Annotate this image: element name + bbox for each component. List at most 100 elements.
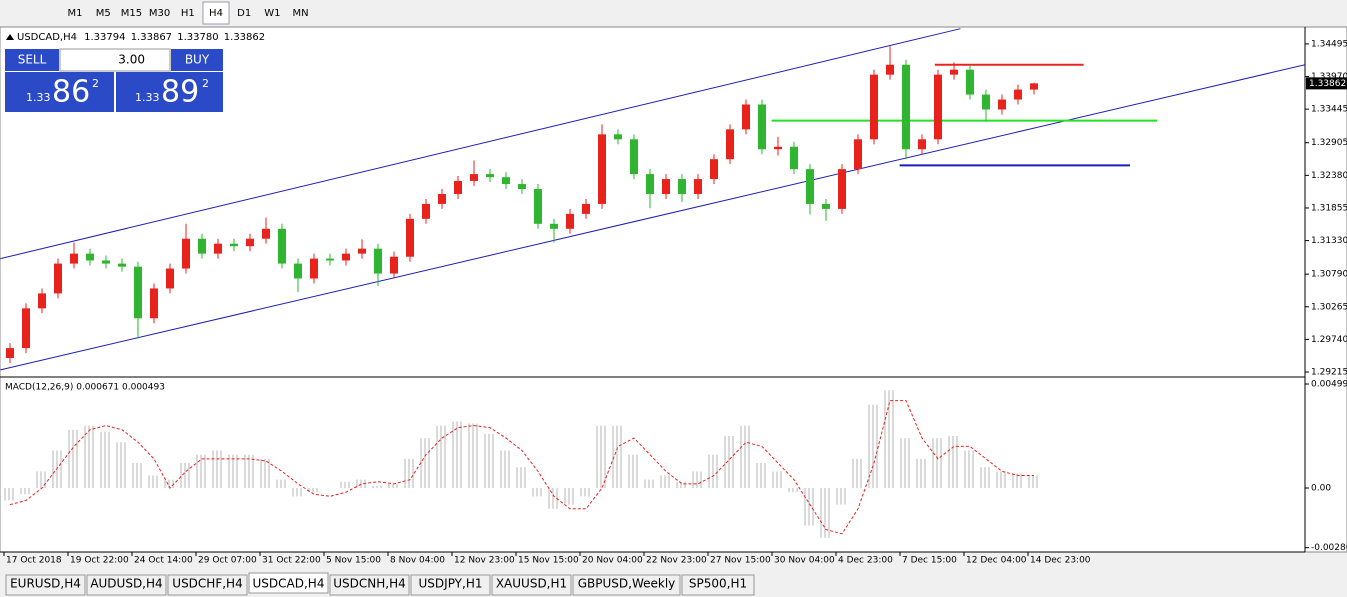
candle-body (358, 248, 366, 254)
sell-frac: 2 (92, 77, 99, 90)
candle-body (374, 248, 382, 274)
candle-body (886, 64, 894, 75)
x-tick-label: 8 Nov 04:00 (390, 556, 445, 566)
timeframe-button[interactable]: H1 (181, 8, 195, 19)
candle-body (342, 253, 350, 261)
timeframe-button[interactable]: MN (293, 8, 309, 19)
toolbar (0, 0, 1347, 26)
candle-body (166, 268, 174, 289)
candle-body (262, 228, 270, 239)
timeframe-button[interactable]: M5 (96, 8, 111, 19)
candle-body (390, 256, 398, 274)
tab-label[interactable]: GBPUSD,Weekly (578, 577, 676, 591)
x-tick-label: 5 Nov 15:00 (326, 556, 381, 566)
candle-body (790, 146, 798, 170)
symbol-tab[interactable] (410, 574, 491, 596)
x-tick-label: 12 Nov 23:00 (454, 556, 515, 566)
timeframe-button[interactable]: M1 (68, 8, 83, 19)
buy-label[interactable]: BUY (185, 53, 210, 67)
candle-body (502, 177, 510, 185)
candle-body (870, 74, 878, 140)
lot-value[interactable]: 3.00 (118, 53, 145, 67)
candle-body (646, 174, 654, 194)
candle-body (102, 260, 110, 264)
y-tick-label: 1.31855 (1311, 203, 1347, 213)
sell-label[interactable]: SELL (18, 53, 47, 67)
timeframe-button[interactable]: D1 (237, 8, 251, 19)
symbol-tab[interactable] (5, 574, 86, 596)
y-tick-label: 0.00 (1311, 484, 1331, 494)
x-tick-label: 14 Dec 23:00 (1030, 556, 1091, 566)
symbol-tab[interactable] (491, 574, 572, 596)
symbol-tab[interactable] (248, 572, 329, 594)
collapse-arrow[interactable] (6, 34, 14, 40)
candle-body (1030, 83, 1038, 90)
tab-label[interactable]: AUDUSD,H4 (90, 577, 162, 591)
candle-body (614, 134, 622, 140)
chart-header: USDCAD,H4 1.33794 1.33867 1.33780 1.3386… (17, 32, 265, 43)
timeframe-active (202, 1, 230, 25)
symbol-tab[interactable] (167, 574, 248, 596)
candle-body (534, 189, 542, 224)
candle-body (550, 223, 558, 229)
y-tick-label: 1.29740 (1311, 335, 1347, 345)
candle-body (822, 203, 830, 209)
timeframe-button[interactable]: W1 (264, 8, 280, 19)
candle-body (278, 228, 286, 264)
candle-body (934, 74, 942, 140)
tab-label[interactable]: SP500,H1 (689, 577, 747, 591)
y-tick-label: 1.30790 (1311, 270, 1347, 280)
candle-body (326, 258, 334, 261)
candle-body (902, 64, 910, 150)
symbol-tab[interactable] (329, 574, 410, 596)
tab-label[interactable]: USDCHF,H4 (172, 577, 242, 591)
tab-label[interactable]: XAUUSD,H1 (496, 577, 567, 591)
candle-body (406, 218, 414, 257)
symbol-tab[interactable] (86, 574, 167, 596)
candle-body (950, 69, 958, 75)
candle-body (726, 129, 734, 160)
timeframe-button[interactable]: H4 (209, 8, 223, 19)
candle-body (486, 174, 494, 178)
timeframe-button[interactable]: M30 (149, 8, 170, 19)
candle-body (630, 139, 638, 175)
candle-body (438, 193, 446, 204)
sell-price[interactable] (5, 72, 114, 112)
y-tick-label: 1.30265 (1311, 302, 1347, 312)
candle-body (86, 253, 94, 261)
y-tick-label: 1.33445 (1311, 105, 1347, 115)
x-tick-label: 29 Oct 07:00 (198, 556, 257, 566)
sell-button[interactable] (5, 49, 59, 71)
x-tick-label: 12 Dec 04:00 (966, 556, 1027, 566)
candle-body (38, 293, 46, 309)
candle-body (198, 238, 206, 254)
lot-input[interactable] (59, 48, 171, 72)
candle-body (966, 69, 974, 95)
candle-body (918, 139, 926, 150)
tab-label[interactable]: EURUSD,H4 (10, 577, 81, 591)
trend-line (0, 28, 961, 260)
symbol-tab[interactable] (681, 574, 755, 596)
y-tick-label: 1.31330 (1311, 236, 1347, 246)
x-tick-label: 19 Oct 22:00 (70, 556, 129, 566)
macd-label: MACD(12,26,9) 0.000671 0.000493 (5, 383, 165, 393)
x-tick-label: 15 Nov 15:00 (518, 556, 579, 566)
tab-label[interactable]: USDCNH,H4 (333, 577, 406, 591)
timeframe-button[interactable]: M15 (121, 8, 142, 19)
candle-body (566, 213, 574, 229)
candle-body (454, 180, 462, 194)
candle-body (22, 308, 30, 349)
trend-line (0, 64, 1306, 371)
buy-price[interactable] (116, 72, 223, 112)
candle-body (742, 104, 750, 130)
candle-body (694, 179, 702, 194)
tab-label[interactable]: USDCAD,H4 (253, 577, 325, 591)
buy-button[interactable] (171, 49, 223, 71)
current-price: 1.33862 (1309, 79, 1346, 89)
symbol-tab[interactable] (572, 574, 681, 596)
x-tick-label: 22 Nov 23:00 (646, 556, 707, 566)
sell-pips: 86 (52, 75, 90, 110)
tab-label[interactable]: USDJPY,H1 (419, 577, 483, 591)
candle-body (150, 288, 158, 319)
